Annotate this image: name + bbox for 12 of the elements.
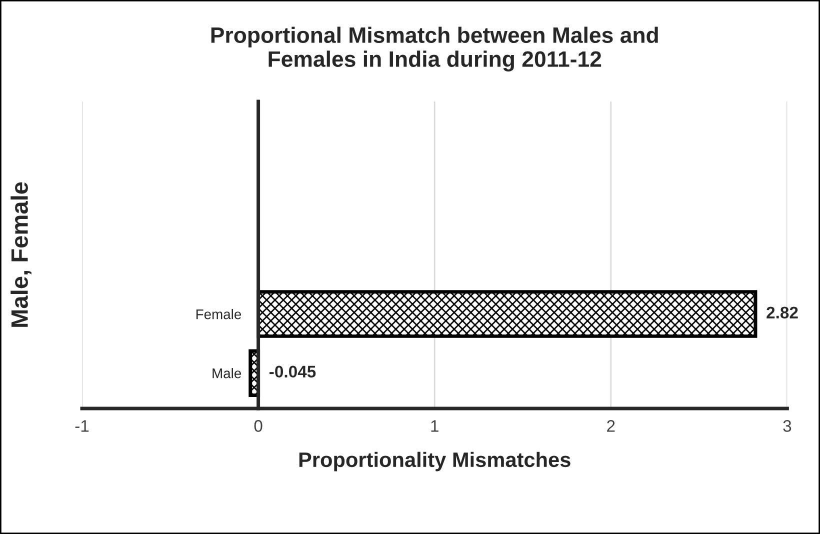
x-tick-label: 0	[254, 420, 262, 432]
data-label: -0.045	[270, 366, 316, 378]
x-tick-label: 1	[431, 420, 438, 432]
y-tick-label: Male	[212, 368, 242, 378]
x-tick-label: -1	[75, 420, 89, 432]
x-tick-label: 2	[607, 420, 615, 432]
y-tick-label: Female	[196, 309, 242, 320]
data-label: 2.82	[766, 306, 798, 319]
x-tick-label: 3	[783, 420, 792, 432]
chart-title: Proportional Mismatch between Males and Females in India during 2011-12	[211, 26, 658, 72]
y-axis-title: Male, Female	[10, 182, 32, 327]
x-axis-title: Proportionality Mismatches	[299, 452, 570, 472]
